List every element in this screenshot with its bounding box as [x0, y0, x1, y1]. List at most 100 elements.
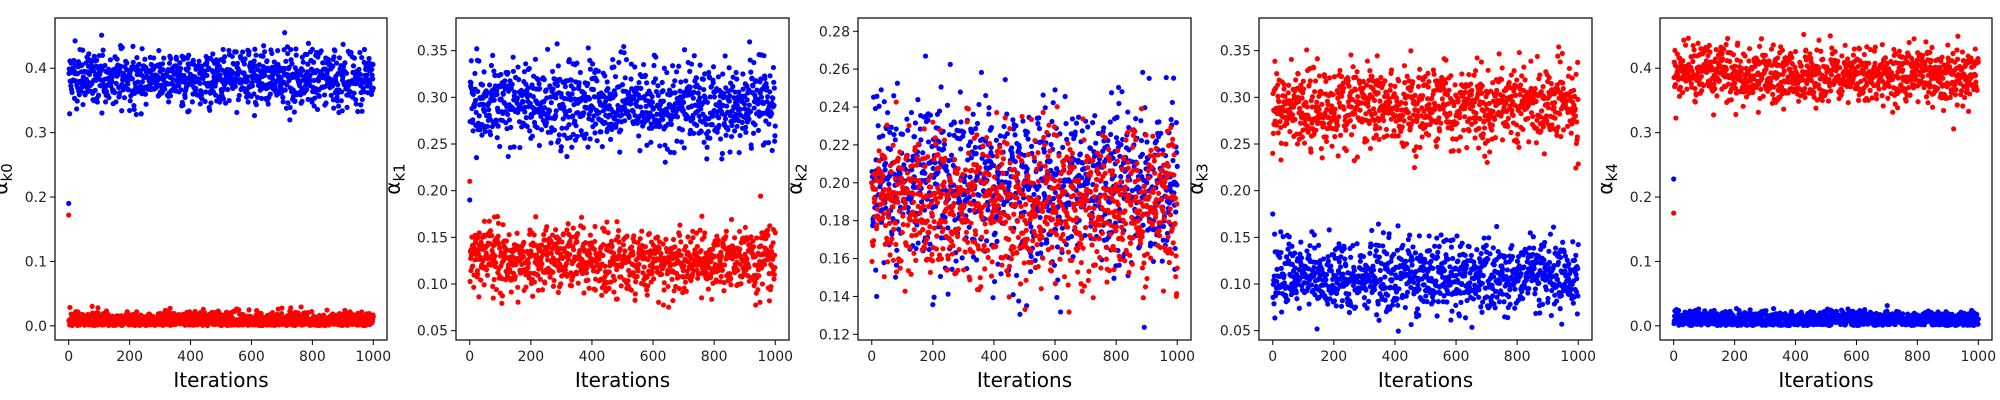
axes-frame: [455, 17, 790, 341]
point: [628, 101, 634, 107]
point: [681, 99, 687, 105]
point: [662, 159, 668, 165]
point: [717, 136, 724, 142]
point: [629, 244, 635, 250]
point: [156, 47, 162, 54]
point: [678, 79, 684, 85]
point: [917, 126, 923, 132]
point: [368, 91, 375, 98]
point: [221, 58, 227, 65]
point: [766, 298, 773, 304]
point: [507, 266, 513, 273]
point: [1144, 180, 1150, 186]
point: [730, 83, 736, 90]
points-panel-2: [869, 53, 1180, 330]
point: [664, 69, 670, 76]
point: [177, 65, 184, 71]
point: [118, 63, 124, 69]
point: [557, 246, 563, 252]
point: [162, 86, 168, 92]
point: [1004, 131, 1010, 137]
point: [99, 52, 106, 58]
point: [1113, 135, 1120, 141]
point: [640, 61, 647, 68]
point: [585, 144, 591, 150]
y-tick-label: 0.35: [417, 44, 448, 60]
point: [300, 67, 306, 73]
point: [473, 109, 479, 115]
point: [637, 148, 643, 154]
point: [109, 79, 115, 85]
point: [264, 58, 270, 64]
point: [542, 237, 548, 243]
point: [732, 128, 738, 134]
point: [1057, 309, 1064, 315]
point: [1107, 119, 1113, 125]
point: [644, 80, 650, 86]
point: [244, 74, 250, 80]
point: [696, 85, 703, 91]
point: [167, 93, 174, 99]
point: [920, 150, 926, 156]
point: [554, 82, 561, 89]
point: [293, 52, 299, 58]
x-tick-label: 800: [701, 349, 728, 365]
point: [478, 277, 484, 283]
point: [721, 90, 727, 97]
point: [494, 91, 500, 98]
point: [681, 47, 688, 53]
point: [367, 81, 373, 87]
point: [710, 246, 716, 252]
point: [1116, 262, 1122, 268]
point: [737, 106, 744, 112]
point: [637, 236, 643, 242]
point: [99, 110, 105, 116]
point: [656, 106, 663, 112]
point: [958, 119, 964, 125]
point: [135, 79, 141, 85]
point: [565, 256, 572, 262]
point: [495, 233, 501, 239]
point: [330, 97, 336, 103]
point: [947, 61, 953, 67]
point: [881, 99, 887, 105]
point: [285, 50, 291, 57]
point: [232, 83, 238, 89]
point: [630, 108, 636, 114]
point: [649, 93, 655, 100]
point: [657, 143, 663, 149]
point: [257, 68, 263, 74]
point: [728, 133, 735, 140]
point: [630, 270, 637, 276]
point: [727, 93, 733, 99]
point: [680, 107, 686, 114]
point: [922, 53, 929, 59]
point: [321, 92, 328, 98]
point: [958, 146, 964, 152]
point: [631, 93, 637, 99]
point: [746, 116, 752, 122]
point: [269, 50, 275, 57]
point: [751, 59, 757, 66]
point: [586, 285, 592, 291]
point: [234, 60, 241, 66]
point: [570, 225, 576, 231]
point: [744, 256, 750, 262]
point: [496, 241, 502, 247]
point: [661, 287, 667, 293]
point: [748, 69, 754, 75]
point: [525, 264, 531, 270]
point: [353, 97, 359, 103]
point: [357, 71, 363, 77]
point: [493, 260, 499, 266]
point: [166, 60, 173, 66]
point: [161, 55, 167, 61]
point: [949, 266, 955, 272]
point: [499, 300, 505, 306]
point: [293, 46, 299, 52]
point: [734, 123, 740, 129]
point: [254, 94, 261, 101]
point: [691, 89, 697, 95]
point: [660, 88, 666, 94]
point: [116, 90, 123, 96]
